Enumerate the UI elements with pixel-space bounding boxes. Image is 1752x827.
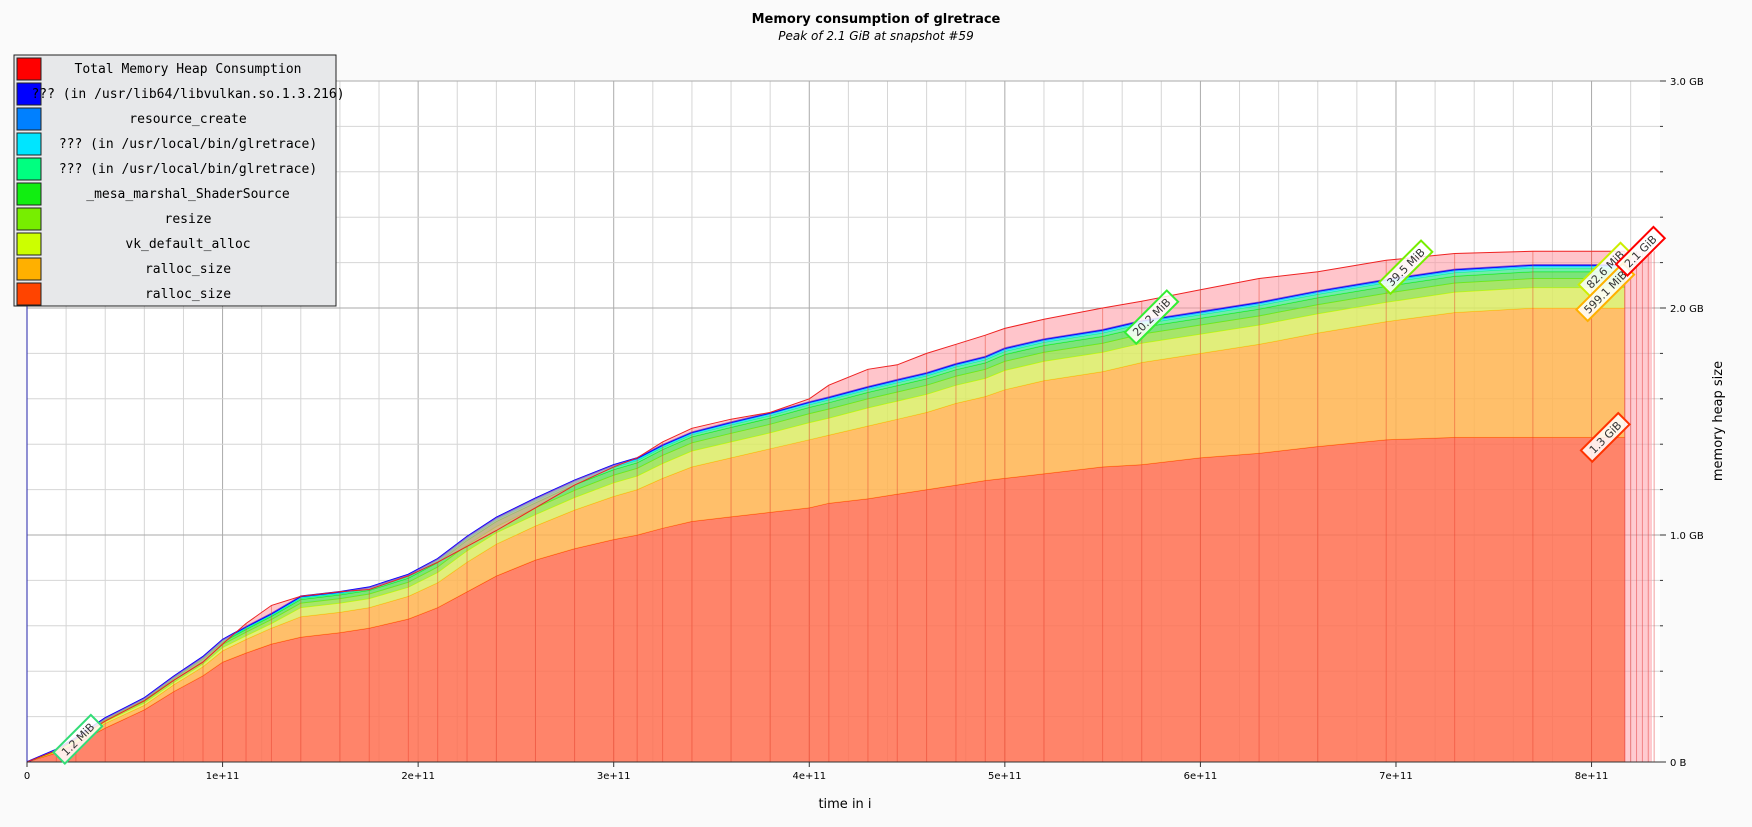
annotation-box bbox=[1579, 411, 1631, 464]
chart-title: Memory consumption of glretrace bbox=[752, 12, 1001, 27]
x-tick-label: 7e+11 bbox=[1379, 771, 1413, 782]
legend: Total Memory Heap Consumption ??? (in /us… bbox=[13, 54, 345, 307]
legend-swatch bbox=[16, 207, 42, 231]
legend-swatch bbox=[16, 232, 42, 256]
annotation-box bbox=[52, 713, 104, 766]
total-heap-line bbox=[26, 250, 1625, 763]
legend-swatch bbox=[16, 182, 42, 206]
legend-swatch bbox=[16, 82, 42, 106]
annotation-box bbox=[1123, 289, 1180, 346]
y-tick-label: 2.0 GB bbox=[1670, 304, 1704, 315]
legend-swatch bbox=[16, 282, 42, 306]
x-tick-label: 0 bbox=[24, 771, 30, 782]
legend-label: resize bbox=[165, 212, 212, 227]
x-tick-label: 1e+11 bbox=[206, 771, 240, 782]
legend-swatch bbox=[16, 157, 42, 181]
legend-label: ralloc_size bbox=[145, 287, 231, 302]
axis-layer: 0 1e+11 2e+11 3e+11 4e+11 5e+11 6e+11 7e+11 8e+1… bbox=[24, 77, 1704, 782]
legend-swatch bbox=[16, 107, 42, 131]
x-tick-label: 6e+11 bbox=[1184, 771, 1218, 782]
legend-swatch bbox=[16, 57, 42, 81]
legend-swatch bbox=[16, 132, 42, 156]
x-tick-label: 5e+11 bbox=[988, 771, 1022, 782]
legend-label: resource_create bbox=[129, 112, 247, 127]
legend-label: ??? (in /usr/local/bin/glretrace) bbox=[59, 137, 317, 152]
legend-swatch bbox=[16, 257, 42, 281]
x-tick-label: 8e+11 bbox=[1575, 771, 1609, 782]
x-tick-label: 4e+11 bbox=[792, 771, 826, 782]
legend-label: Total Memory Heap Consumption bbox=[75, 62, 302, 77]
chart-subtitle: Peak of 2.1 GiB at snapshot #59 bbox=[778, 29, 973, 43]
y-tick-label: 0 B bbox=[1670, 758, 1687, 769]
y-tick-label: 1.0 GB bbox=[1670, 531, 1704, 542]
x-axis-label: time in i bbox=[818, 797, 871, 812]
annotation-box bbox=[1614, 225, 1667, 277]
area-layer bbox=[26, 250, 1655, 763]
series-area-0 bbox=[27, 437, 1625, 762]
legend-label: vk_default_alloc bbox=[125, 237, 250, 252]
legend-label: ralloc_size bbox=[145, 262, 231, 277]
series-area-1 bbox=[27, 308, 1625, 762]
x-tick-label: 2e+11 bbox=[401, 771, 435, 782]
legend-label: ??? (in /usr/lib64/libvulkan.so.1.3.216) bbox=[31, 87, 344, 102]
y-axis-label: memory heap size bbox=[1711, 361, 1726, 481]
tail-region bbox=[1624, 251, 1652, 762]
legend-label: _mesa_marshal_ShaderSource bbox=[86, 187, 290, 202]
annotation-box bbox=[1377, 239, 1434, 296]
legend-label: ??? (in /usr/local/bin/glretrace) bbox=[59, 162, 317, 177]
x-tick-label: 3e+11 bbox=[597, 771, 631, 782]
y-tick-label: 3.0 GB bbox=[1670, 77, 1704, 88]
